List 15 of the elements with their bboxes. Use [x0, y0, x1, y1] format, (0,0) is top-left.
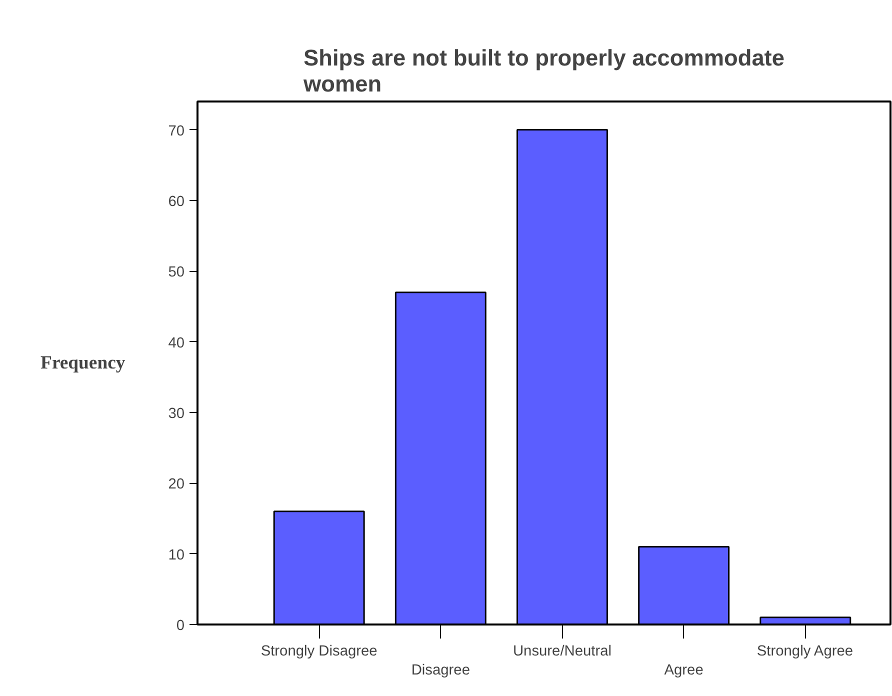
y-tick-label: 40 [168, 335, 185, 352]
y-tick-label: 0 [176, 618, 185, 634]
x-tick-label: Strongly Agree [756, 644, 854, 660]
y-tick-label: 10 [168, 547, 185, 564]
x-tick-label: Disagree [411, 662, 470, 679]
y-axis-title: Frequency [40, 352, 126, 374]
y-tick-label: 60 [168, 194, 185, 210]
x-tick-label: Unsure/Neutral [512, 644, 612, 660]
x-tick-label: Agree [664, 662, 704, 679]
y-tick-label: 70 [168, 123, 185, 140]
y-tick-label: 30 [168, 406, 185, 422]
y-tick-label: 50 [168, 264, 185, 281]
chart-title: Ships are not built to properly accommodate women [302, 44, 784, 96]
x-tick-label: Strongly Disagree [260, 644, 378, 660]
y-tick-label: 20 [168, 476, 185, 493]
